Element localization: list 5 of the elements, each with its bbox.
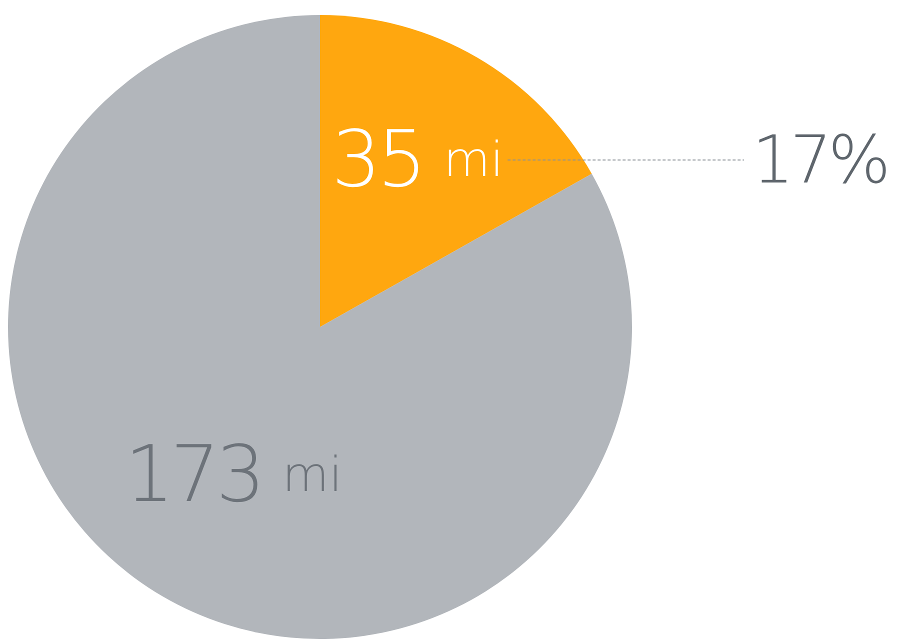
data-label: 173 mi <box>124 430 342 520</box>
text: 17% <box>752 121 887 198</box>
data-label: 35 mi <box>331 114 504 205</box>
pie-slice <box>8 15 632 639</box>
pie-slice <box>320 15 592 327</box>
